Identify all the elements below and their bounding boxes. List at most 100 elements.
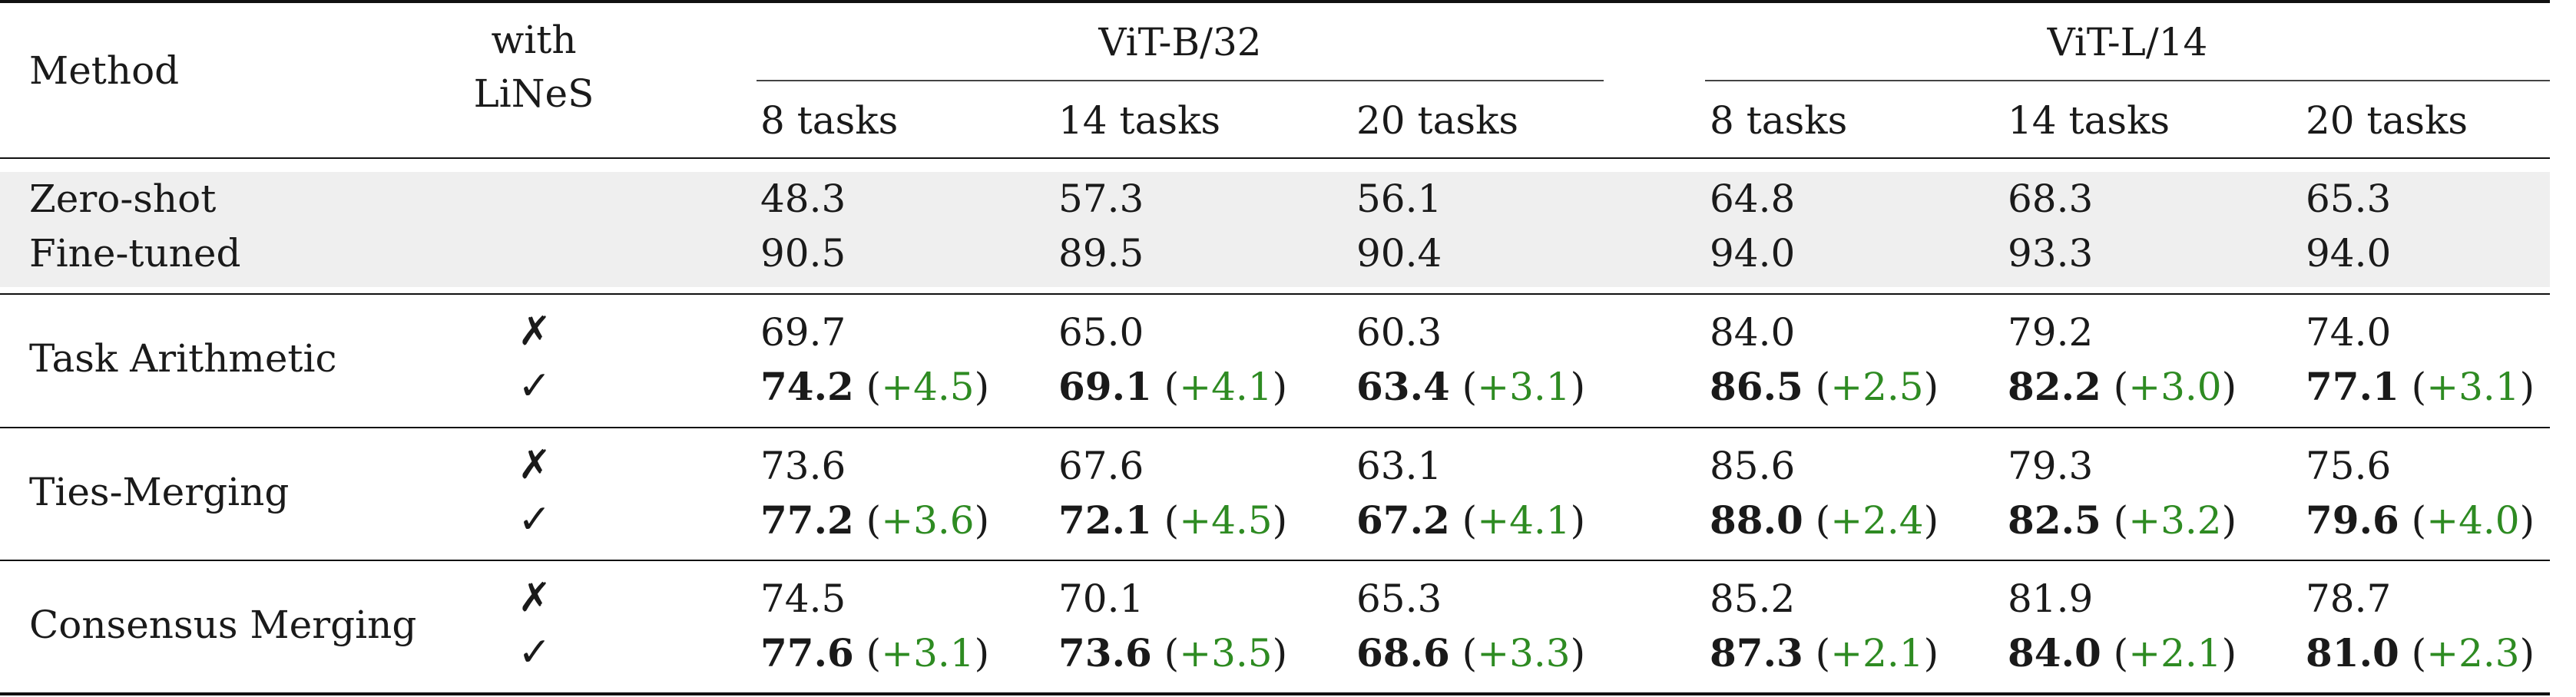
table-cell-value: 77.6 bbox=[760, 630, 854, 676]
table-cell-value: 77.2 bbox=[760, 497, 854, 543]
section-rule-3 bbox=[0, 560, 2550, 561]
table-cell-with-gain: 77.6 (+3.1) bbox=[760, 630, 990, 676]
header-task-count: 8 tasks bbox=[760, 98, 899, 143]
table-cell: 94.0 bbox=[1710, 231, 1796, 276]
table-cell: 73.6 bbox=[760, 444, 846, 488]
table-cell-value: 72.1 bbox=[1058, 497, 1152, 543]
header-task-count: 20 tasks bbox=[2306, 98, 2468, 143]
table-cell-value: 63.4 bbox=[1356, 364, 1450, 409]
group-rule-vitl14 bbox=[1705, 80, 2550, 81]
table-cell: 89.5 bbox=[1058, 231, 1144, 276]
table-cell: 69.7 bbox=[760, 310, 846, 355]
table-cell-with-gain: 82.5 (+3.2) bbox=[2008, 497, 2237, 543]
table-cell-with-gain: 72.1 (+4.5) bbox=[1058, 497, 1288, 543]
baseline-shading bbox=[0, 172, 2550, 287]
row-label-zero-shot: Zero-shot bbox=[29, 177, 217, 221]
table-cell: 93.3 bbox=[2008, 231, 2094, 276]
table-cell: 94.0 bbox=[2306, 231, 2392, 276]
header-rule bbox=[0, 157, 2550, 159]
table-cell: 75.6 bbox=[2306, 444, 2392, 488]
table-cell: 85.2 bbox=[1710, 576, 1796, 621]
table-cell: 74.0 bbox=[2306, 310, 2392, 355]
table-cell-with-gain: 77.2 (+3.6) bbox=[760, 497, 990, 543]
table-cell: 60.3 bbox=[1356, 310, 1442, 355]
table-cell: 90.4 bbox=[1356, 231, 1442, 276]
table-cell-value: 82.2 bbox=[2008, 364, 2101, 409]
table-cell-with-gain: 86.5 (+2.5) bbox=[1710, 364, 1939, 409]
group-rule-vitb32 bbox=[757, 80, 1604, 81]
table-cell-value: 77.1 bbox=[2306, 364, 2399, 409]
table-cell-with-gain: 74.2 (+4.5) bbox=[760, 364, 990, 409]
table-cell: 70.1 bbox=[1058, 576, 1144, 621]
table-cell: 64.8 bbox=[1710, 177, 1796, 221]
table-cell: 56.1 bbox=[1356, 177, 1442, 221]
gain-value: +4.1 bbox=[1477, 498, 1571, 543]
header-method: Method bbox=[29, 48, 180, 93]
check-icon: ✓ bbox=[518, 497, 551, 543]
table-cell: 79.3 bbox=[2008, 444, 2094, 488]
row-label-ties-merging: Ties-Merging bbox=[29, 470, 290, 514]
row-label-consensus-merging: Consensus Merging bbox=[29, 603, 417, 647]
table-cell: 81.9 bbox=[2008, 576, 2094, 621]
table-cell: 48.3 bbox=[760, 177, 846, 221]
table-cell: 67.6 bbox=[1058, 444, 1144, 488]
header-task-count: 14 tasks bbox=[1058, 98, 1221, 143]
gain-value: +4.1 bbox=[1179, 365, 1273, 409]
table-cell-value: 84.0 bbox=[2008, 630, 2101, 676]
gain-value: +3.5 bbox=[1179, 631, 1273, 676]
gain-value: +2.5 bbox=[1830, 365, 1924, 409]
gain-value: +4.5 bbox=[1179, 498, 1273, 543]
gain-value: +2.4 bbox=[1830, 498, 1924, 543]
gain-value: +3.0 bbox=[2128, 365, 2222, 409]
cross-icon: ✗ bbox=[518, 309, 551, 355]
table-cell-with-gain: 68.6 (+3.3) bbox=[1356, 630, 1586, 676]
table-cell-value: 74.2 bbox=[760, 364, 854, 409]
table-cell-value: 68.6 bbox=[1356, 630, 1450, 676]
gain-value: +3.3 bbox=[1477, 631, 1571, 676]
table-cell-with-gain: 81.0 (+2.3) bbox=[2306, 630, 2535, 676]
header-task-count: 14 tasks bbox=[2008, 98, 2170, 143]
table-cell-with-gain: 84.0 (+2.1) bbox=[2008, 630, 2237, 676]
table-cell-value: 79.6 bbox=[2306, 497, 2399, 543]
gain-value: +4.5 bbox=[881, 365, 975, 409]
row-label-fine-tuned: Fine-tuned bbox=[29, 231, 241, 276]
header-task-count: 20 tasks bbox=[1356, 98, 1519, 143]
table-cell-value: 82.5 bbox=[2008, 497, 2101, 543]
table-cell: 79.2 bbox=[2008, 310, 2094, 355]
table-cell-with-gain: 63.4 (+3.1) bbox=[1356, 364, 1586, 409]
table-cell-value: 67.2 bbox=[1356, 497, 1450, 543]
table-cell-with-gain: 82.2 (+3.0) bbox=[2008, 364, 2237, 409]
top-rule bbox=[0, 0, 2550, 3]
gain-value: +2.3 bbox=[2426, 631, 2520, 676]
section-rule-2 bbox=[0, 427, 2550, 428]
check-icon: ✓ bbox=[518, 363, 551, 409]
row-label-task-arithmetic: Task Arithmetic bbox=[29, 336, 337, 381]
cross-icon: ✗ bbox=[518, 575, 551, 621]
table-cell-with-gain: 88.0 (+2.4) bbox=[1710, 497, 1939, 543]
check-icon: ✓ bbox=[518, 629, 551, 676]
gain-value: +4.0 bbox=[2426, 498, 2520, 543]
gain-value: +2.1 bbox=[2128, 631, 2222, 676]
section-rule-1 bbox=[0, 293, 2550, 295]
gain-value: +3.1 bbox=[1477, 365, 1571, 409]
gain-value: +3.2 bbox=[2128, 498, 2222, 543]
table-cell-value: 88.0 bbox=[1710, 497, 1803, 543]
table-cell-value: 87.3 bbox=[1710, 630, 1803, 676]
header-with-lines-line1: with bbox=[491, 18, 577, 62]
table-cell: 74.5 bbox=[760, 576, 846, 621]
table-cell-with-gain: 77.1 (+3.1) bbox=[2306, 364, 2535, 409]
gain-value: +3.1 bbox=[881, 631, 975, 676]
table-cell: 78.7 bbox=[2306, 576, 2392, 621]
table-cell: 85.6 bbox=[1710, 444, 1796, 488]
table-cell: 65.3 bbox=[2306, 177, 2392, 221]
cross-icon: ✗ bbox=[518, 442, 551, 488]
header-group-vitl14: ViT-L/14 bbox=[2047, 20, 2208, 64]
gain-value: +3.1 bbox=[2426, 365, 2520, 409]
gain-value: +2.1 bbox=[1830, 631, 1924, 676]
table-cell-value: 86.5 bbox=[1710, 364, 1803, 409]
header-task-count: 8 tasks bbox=[1710, 98, 1848, 143]
header-with-lines-line2: LiNeS bbox=[473, 71, 594, 116]
table-cell: 90.5 bbox=[760, 231, 846, 276]
table-cell-with-gain: 87.3 (+2.1) bbox=[1710, 630, 1939, 676]
